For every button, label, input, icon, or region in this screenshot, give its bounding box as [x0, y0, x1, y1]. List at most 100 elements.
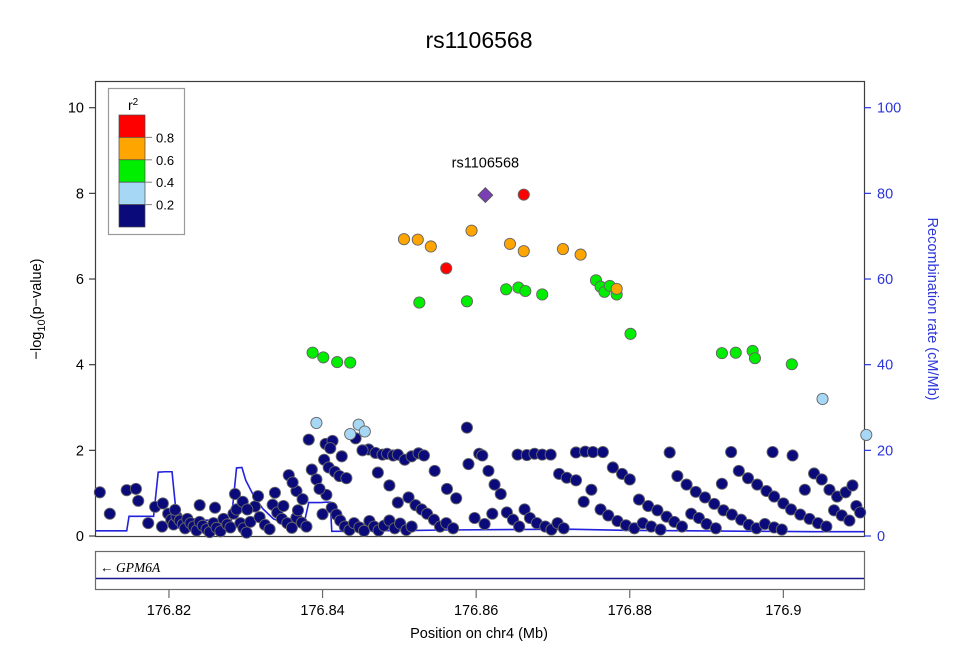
snp-point[interactable]	[624, 327, 637, 340]
snp-point[interactable]	[671, 469, 684, 483]
snp-point[interactable]	[285, 521, 298, 534]
snp-point[interactable]	[268, 486, 281, 499]
snp-point[interactable]	[785, 358, 798, 371]
snp-point[interactable]	[482, 464, 495, 477]
snp-point[interactable]	[798, 483, 811, 496]
snp-point[interactable]	[478, 517, 491, 531]
snp-point[interactable]	[241, 503, 254, 516]
snp-point[interactable]	[536, 288, 549, 301]
snp-point[interactable]	[324, 442, 337, 455]
snp-point[interactable]	[519, 284, 532, 298]
snp-point[interactable]	[715, 347, 728, 360]
snp-point[interactable]	[698, 491, 712, 504]
snp-point[interactable]	[606, 461, 619, 474]
snp-point[interactable]	[675, 520, 689, 533]
snp-point[interactable]	[313, 482, 326, 495]
snp-point[interactable]	[708, 497, 721, 510]
snp-point[interactable]	[142, 517, 155, 530]
snp-point[interactable]	[462, 457, 475, 471]
snp-point[interactable]	[748, 352, 761, 365]
snp-point[interactable]	[816, 392, 829, 405]
snp-point[interactable]	[544, 448, 557, 461]
snp-point[interactable]	[715, 477, 728, 490]
snp-point[interactable]	[357, 524, 371, 537]
snp-point[interactable]	[344, 356, 357, 369]
snp-point[interactable]	[263, 523, 276, 536]
snp-point[interactable]	[503, 237, 517, 250]
snp-point[interactable]	[556, 242, 569, 256]
snp-point[interactable]	[846, 479, 859, 492]
snp-point[interactable]	[680, 478, 693, 491]
snp-point[interactable]	[300, 520, 313, 533]
snp-point[interactable]	[751, 478, 764, 491]
snp-point[interactable]	[93, 486, 106, 499]
snp-point[interactable]	[577, 495, 590, 508]
snp-point[interactable]	[447, 522, 460, 535]
snp-point[interactable]	[240, 526, 253, 539]
snp-point[interactable]	[468, 511, 481, 525]
snp-point[interactable]	[302, 433, 315, 446]
snp-point[interactable]	[500, 283, 513, 296]
snp-point[interactable]	[277, 499, 290, 513]
snp-point[interactable]	[741, 472, 755, 485]
snp-point[interactable]	[709, 522, 722, 535]
snp-point[interactable]	[732, 464, 745, 477]
snp-point[interactable]	[623, 473, 636, 486]
snp-point[interactable]	[460, 421, 473, 434]
snp-point[interactable]	[310, 416, 323, 429]
snp-point[interactable]	[465, 224, 478, 237]
snp-point[interactable]	[820, 520, 833, 533]
snp-point[interactable]	[775, 523, 788, 536]
snp-point[interactable]	[766, 445, 779, 459]
snp-point[interactable]	[632, 493, 646, 506]
snp-point[interactable]	[286, 476, 299, 489]
snp-point[interactable]	[786, 449, 799, 462]
snp-point[interactable]	[725, 508, 738, 521]
snp-point[interactable]	[651, 504, 664, 517]
snp-point[interactable]	[517, 245, 530, 258]
snp-point[interactable]	[331, 356, 344, 369]
snp-point[interactable]	[251, 490, 265, 503]
snp-point[interactable]	[602, 509, 615, 522]
snp-point[interactable]	[460, 295, 473, 308]
snp-point[interactable]	[305, 463, 318, 476]
snp-point[interactable]	[383, 479, 396, 492]
snp-point[interactable]	[371, 466, 384, 479]
snp-point[interactable]	[557, 522, 570, 535]
snp-point[interactable]	[411, 233, 424, 246]
snp-point[interactable]	[476, 449, 489, 462]
snp-point[interactable]	[340, 472, 353, 485]
snp-point[interactable]	[208, 501, 222, 514]
snp-point[interactable]	[586, 445, 599, 459]
snp-point[interactable]	[306, 346, 319, 359]
snp-point[interactable]	[169, 503, 182, 516]
snp-point[interactable]	[569, 474, 583, 487]
snp-point[interactable]	[391, 496, 404, 509]
snp-point[interactable]	[193, 499, 206, 512]
snp-point[interactable]	[428, 464, 441, 477]
snp-point[interactable]	[228, 487, 242, 501]
snp-point[interactable]	[689, 485, 702, 498]
snp-point[interactable]	[291, 504, 305, 517]
snp-point[interactable]	[356, 444, 369, 457]
snp-point[interactable]	[574, 248, 587, 261]
snp-point[interactable]	[440, 482, 454, 495]
snp-point[interactable]	[344, 428, 357, 441]
snp-point[interactable]	[440, 262, 453, 275]
snp-point[interactable]	[654, 523, 667, 536]
snp-point[interactable]	[405, 520, 418, 533]
snp-point[interactable]	[316, 508, 329, 521]
snp-point[interactable]	[486, 507, 499, 520]
snp-point[interactable]	[729, 346, 742, 359]
snp-point[interactable]	[494, 487, 507, 501]
snp-point[interactable]	[224, 521, 237, 534]
snp-point[interactable]	[335, 450, 348, 463]
snp-point[interactable]	[103, 507, 116, 520]
snp-point[interactable]	[424, 240, 437, 253]
snp-point[interactable]	[397, 233, 411, 246]
snp-point[interactable]	[596, 445, 609, 459]
snp-point[interactable]	[417, 449, 430, 462]
snp-point[interactable]	[513, 520, 526, 533]
lead-snp-marker[interactable]: rs1106568	[452, 156, 519, 204]
snp-point[interactable]	[402, 491, 415, 504]
